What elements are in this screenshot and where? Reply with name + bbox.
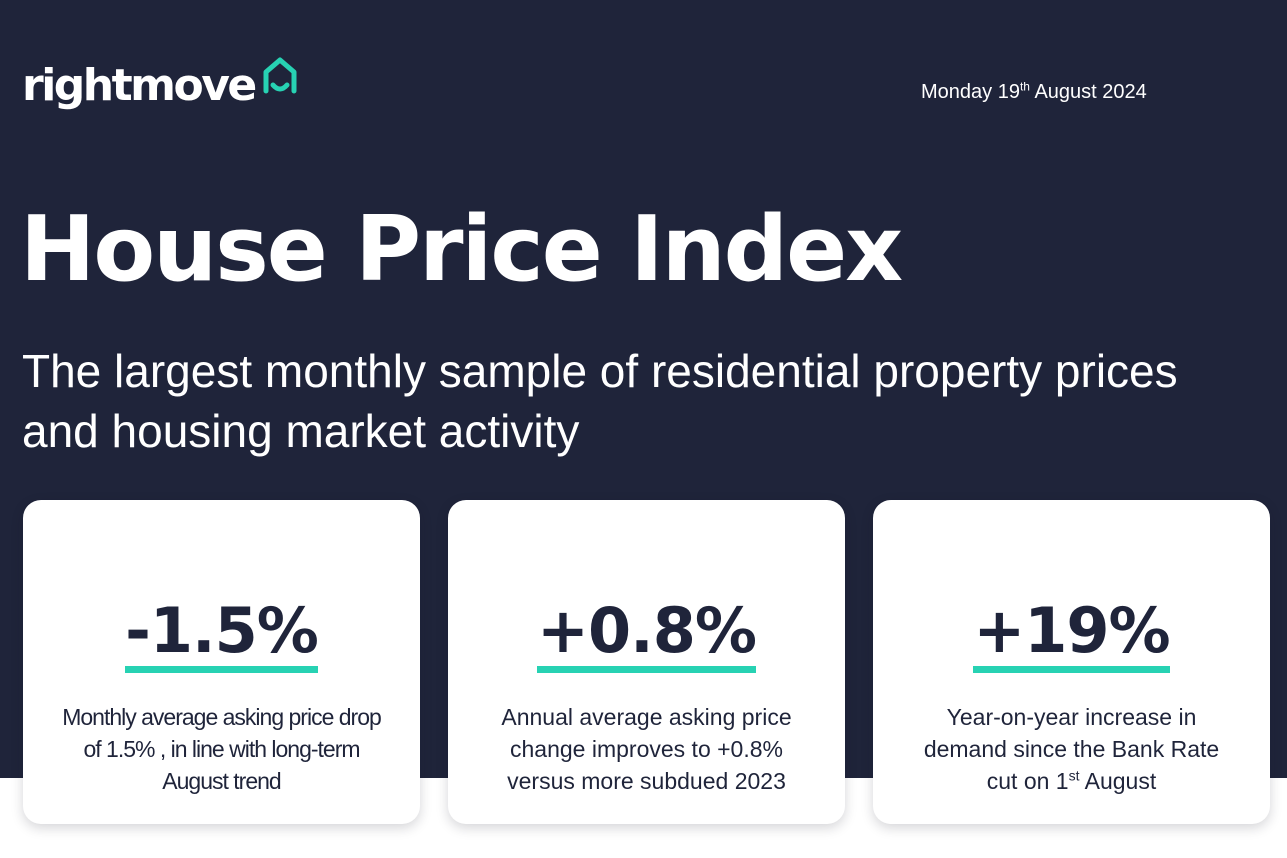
stat-value: +0.8% <box>537 596 757 673</box>
stat-value: -1.5% <box>125 596 319 673</box>
page-subtitle: The largest monthly sample of residentia… <box>22 345 1178 457</box>
date-ordinal: th <box>1019 79 1030 94</box>
stat-description-end: August <box>1079 768 1157 794</box>
stat-description: Annual average asking price change impro… <box>501 704 792 794</box>
report-date: Monday 19th August 2024 <box>921 79 1147 105</box>
stat-value: +19% <box>973 596 1171 673</box>
page-title: House Price Index <box>20 197 903 302</box>
date-day: Monday 19 <box>921 81 1020 103</box>
logo-wordmark: rightmove <box>22 60 257 111</box>
stat-card-demand: +19% Year-on-year increase in demand sin… <box>873 500 1270 824</box>
stat-card-monthly: -1.5% Monthly average asking price drop … <box>23 500 420 824</box>
stat-description: Year-on-year increase in demand since th… <box>907 701 1237 797</box>
house-outline-icon <box>263 57 297 94</box>
stat-description-ordinal: st <box>1068 767 1080 784</box>
stat-card-annual: +0.8% Annual average asking price change… <box>448 500 845 824</box>
date-month-year: August 2024 <box>1029 81 1147 103</box>
rightmove-logo[interactable]: rightmove <box>22 56 299 116</box>
stat-description: Monthly average asking price drop of 1.5… <box>62 704 382 794</box>
stat-description-main: Year-on-year increase in demand since th… <box>923 704 1220 794</box>
